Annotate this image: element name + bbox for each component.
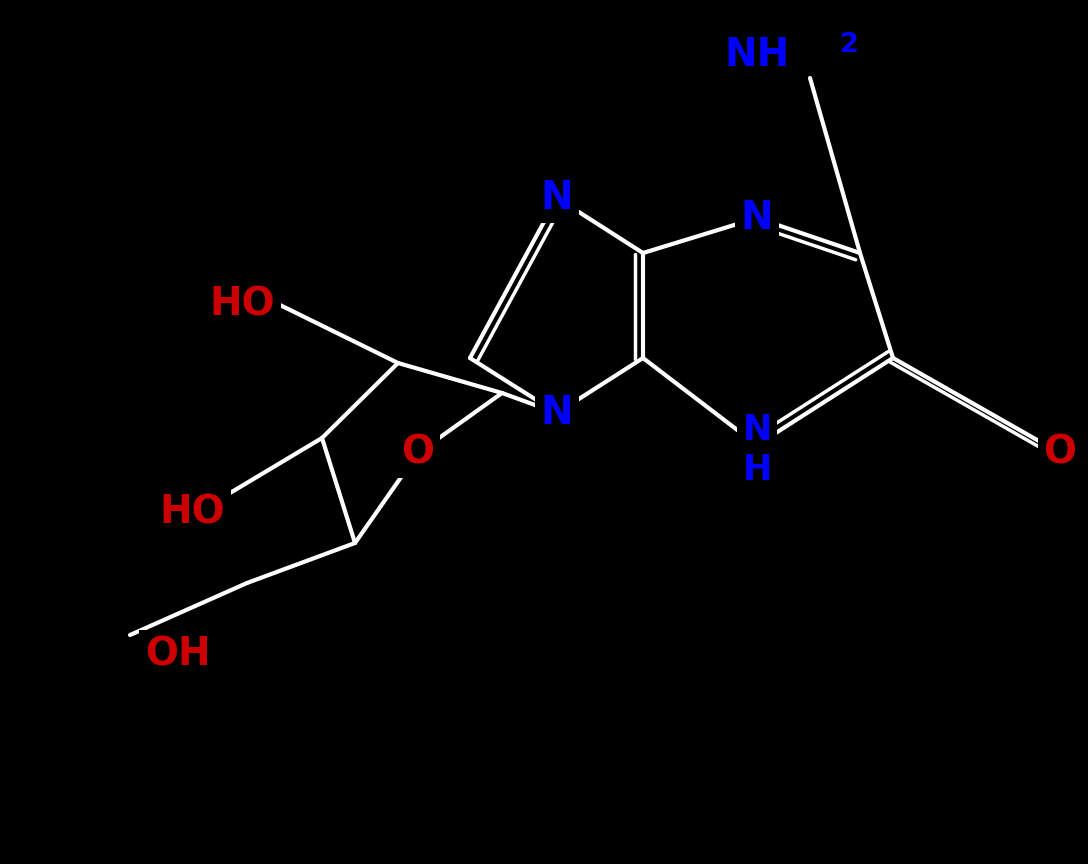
Text: N: N xyxy=(541,179,573,217)
Text: OH: OH xyxy=(145,636,211,674)
Text: N: N xyxy=(741,199,774,237)
Text: NH: NH xyxy=(725,36,790,74)
Text: N: N xyxy=(541,394,573,432)
Text: 2: 2 xyxy=(840,32,858,58)
Text: N
H: N H xyxy=(742,413,771,486)
Text: HO: HO xyxy=(159,494,225,532)
Text: O: O xyxy=(1043,434,1076,472)
Text: O: O xyxy=(401,434,434,472)
Text: HO: HO xyxy=(209,286,275,324)
